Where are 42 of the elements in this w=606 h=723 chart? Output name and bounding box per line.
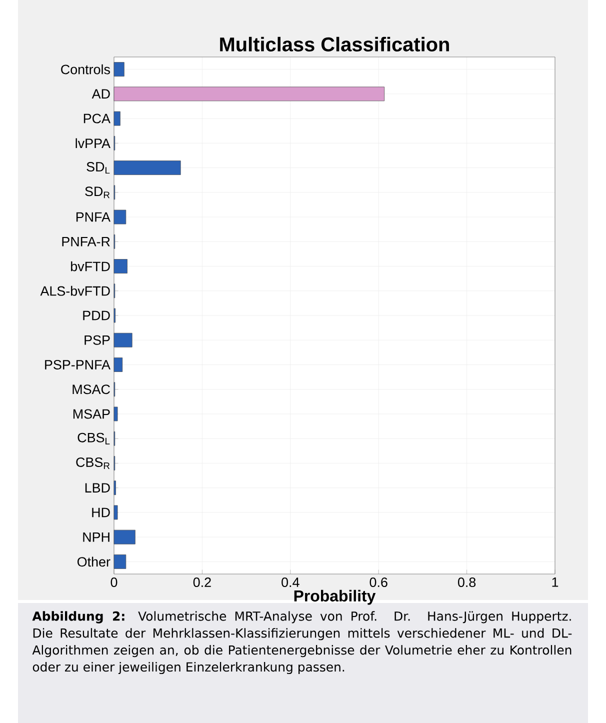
x-tick-label: 0.4	[282, 578, 300, 588]
y-tick-label: ALS-bvFTD	[40, 286, 110, 296]
y-tick-label: NPH	[83, 532, 110, 542]
bar	[114, 111, 120, 126]
chart-title: Multiclass Classification	[220, 36, 449, 52]
bar	[114, 505, 118, 520]
y-tick-label: lvPPA	[76, 138, 110, 148]
x-axis-title: Probability	[294, 590, 376, 605]
y-tick-label: MSAP	[73, 409, 110, 419]
y-tick-label: PNFA	[76, 212, 110, 222]
y-tick-label: SD$_{R}$	[85, 186, 110, 198]
y-tick-label: CBS$_{R}$	[76, 457, 110, 469]
y-tick-label: Controls	[61, 64, 110, 74]
x-tick-label: 0.6	[370, 578, 388, 588]
y-tick-label: CBS$_{L}$	[78, 432, 110, 444]
x-tick-label: 1	[552, 578, 558, 587]
bar	[114, 406, 118, 422]
x-tick-label: 0.8	[458, 578, 476, 588]
y-tick-label: LBD	[85, 483, 110, 492]
y-tick-label: PSP-PNFA	[45, 360, 110, 370]
text: Abbildung 2: Volumetrische MRT-Analyse von Prof. Dr. Hans-Jürgen Huppertz. Die Resultate der Mehrklassen-Klassifizierungen mittels verschiedener ML- und DL-Algorithmen zeigen an, ob die Patientenergebnisse der Volumetrie eher zu Kontrollen oder zu einer jeweiligen Einzelerkrankung passen.	[32, 611, 572, 674]
bar	[114, 358, 123, 372]
bar	[114, 332, 132, 348]
y-tick-label: PNFA-R	[62, 237, 110, 246]
y-tick-label: PDD	[83, 310, 110, 320]
bar	[114, 160, 181, 175]
y-tick-label: AD	[92, 89, 110, 99]
bar	[114, 86, 385, 102]
y-tick-label: HD	[92, 508, 110, 518]
bar	[114, 259, 128, 274]
bar	[114, 530, 136, 544]
y-tick-label: bvFTD	[70, 261, 110, 272]
y-tick-label: PCA	[84, 114, 110, 124]
bar	[114, 554, 126, 569]
y-tick-label: SD$_{L}$	[86, 162, 110, 174]
x-tick-label: 0.2	[193, 578, 211, 588]
y-tick-label: MSAC	[72, 384, 110, 394]
x-tick-label: 0	[110, 578, 118, 588]
bar	[114, 62, 124, 77]
bar	[114, 210, 126, 224]
y-tick-label: PSP	[84, 335, 110, 345]
y-tick-label: Other	[77, 556, 110, 567]
